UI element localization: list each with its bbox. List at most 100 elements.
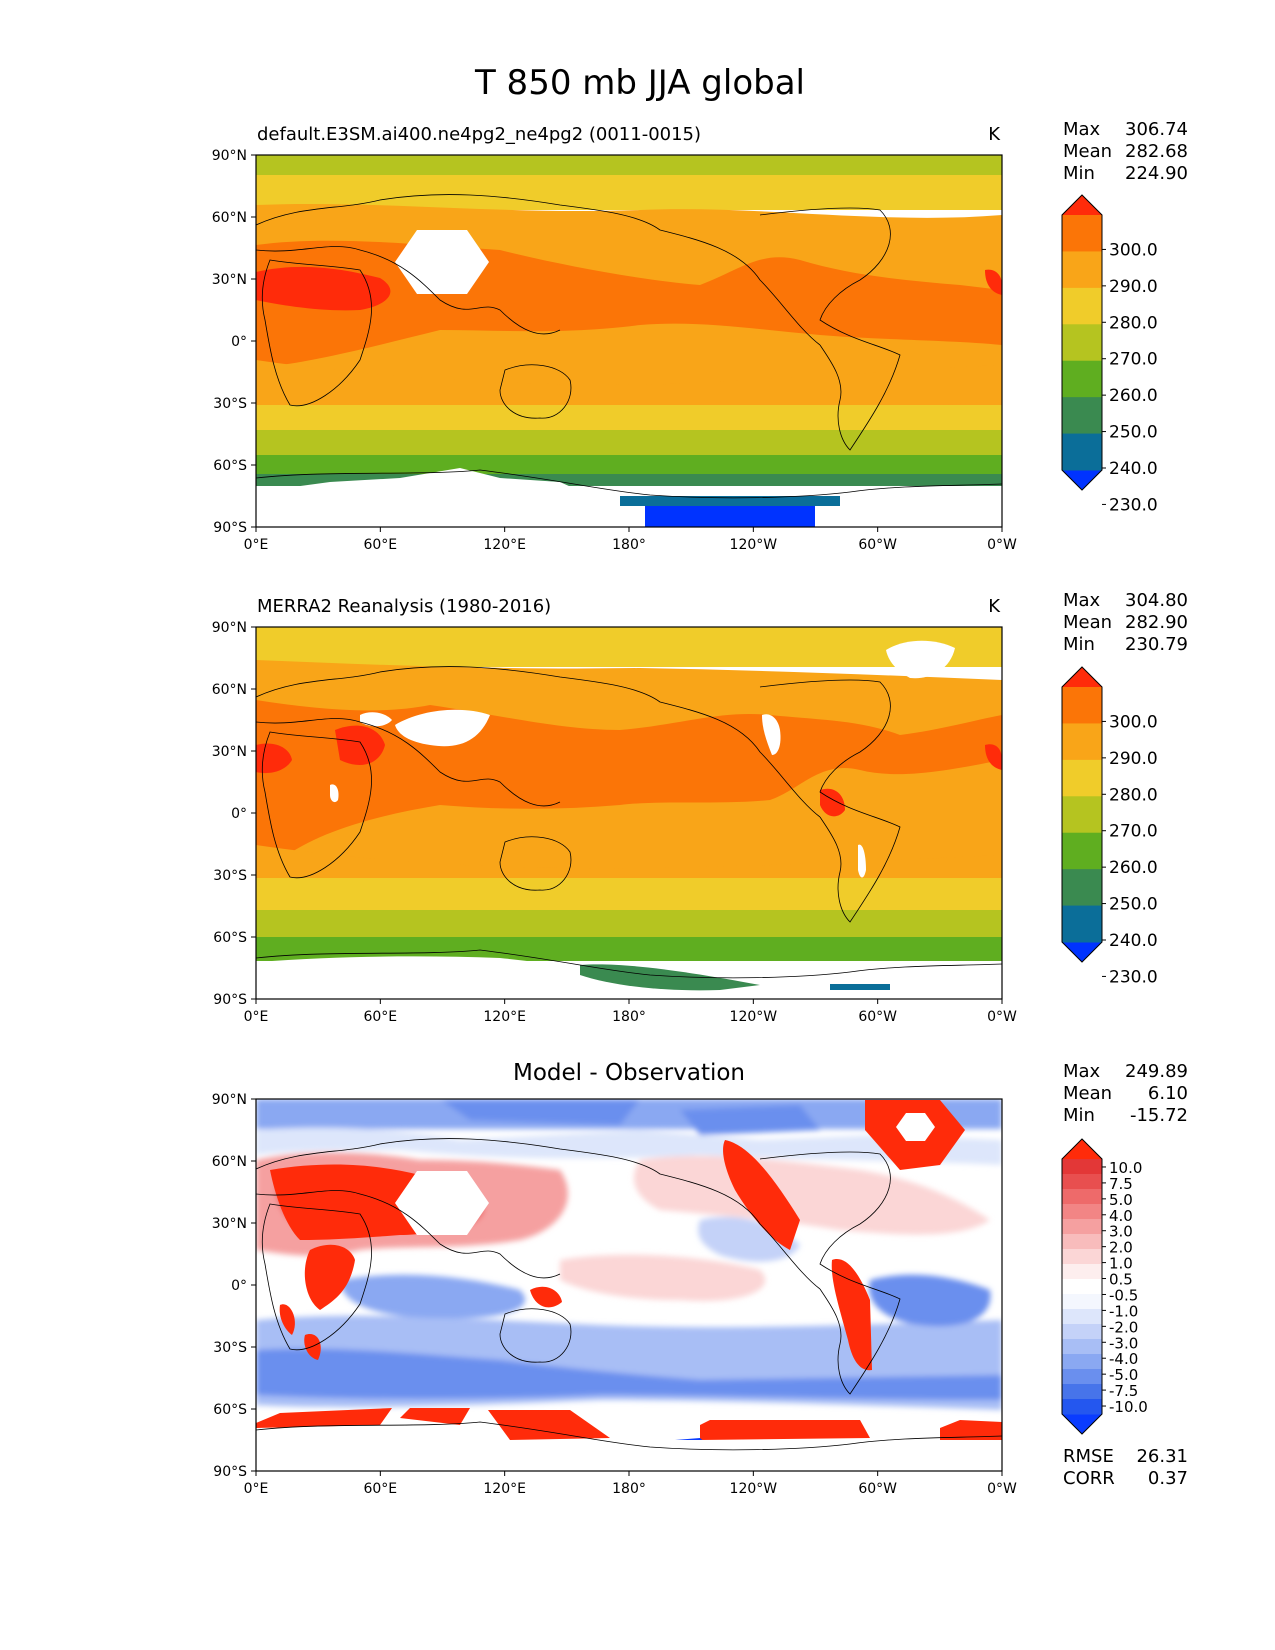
hot-core-atlantic	[985, 269, 1002, 295]
stat-max-value: 249.89	[1125, 1061, 1188, 1082]
x-tick-label: 120°W	[730, 1481, 778, 1497]
missing-tibet	[395, 230, 489, 294]
stat-min-label: Min	[1063, 163, 1095, 184]
colorbar-label: 1.0	[1109, 1255, 1133, 1273]
x-tick-label: 120°W	[730, 537, 778, 553]
colorbar-label: 240.0	[1109, 931, 1158, 951]
coast-antarctica	[256, 1421, 1002, 1451]
colorbar-outline	[1061, 194, 1103, 491]
stat-max-value: 306.74	[1125, 119, 1188, 140]
colorbar-segment	[1062, 1294, 1102, 1310]
x-tick-label: 60°E	[363, 537, 397, 553]
hot-core-africa	[256, 743, 292, 774]
panel-model-stats: Max 306.74 Mean 282.68 Min 224.90	[1063, 119, 1188, 184]
coast-europe-asia	[256, 194, 821, 346]
coast-australia	[499, 836, 572, 891]
colorbar-segment	[1062, 287, 1102, 325]
y-tick-label: 90°N	[212, 620, 247, 636]
stat-mean-label: Mean	[1063, 141, 1112, 162]
stat-mean-value: 282.68	[1125, 141, 1188, 162]
colorbar-segment	[1062, 1204, 1102, 1220]
colorbar-extend-min	[1062, 942, 1102, 962]
arctic-cold-patches	[440, 1099, 820, 1135]
africa-hot	[304, 1244, 355, 1310]
colorbar-segment	[1062, 1384, 1102, 1400]
y-tick-label: 30°N	[212, 272, 247, 288]
panel-obs-ticks: 0°E 60°E 120°E 180° 120°W 60°W 0°W 90°N 60°N 30°N…	[212, 620, 1017, 1025]
colorbar-label: 7.5	[1109, 1175, 1133, 1193]
cold-ross-ice	[580, 964, 760, 991]
coast-antarctica	[256, 469, 1002, 499]
panel-model-title: default.E3SM.ai400.ne4pg2_ne4pg2 (0011-0…	[257, 124, 701, 145]
x-tick-label: 0°W	[987, 1481, 1017, 1497]
colorbar-label: -7.5	[1109, 1382, 1138, 1400]
panel-observation: MERRA2 Reanalysis (1980-2016) K	[212, 590, 1188, 1025]
panel-diff-title: Model - Observation	[513, 1060, 745, 1086]
colorbar-segment	[1062, 1354, 1102, 1370]
coast-africa	[261, 731, 372, 879]
cold-ross-deep	[830, 984, 890, 990]
colorbar-label: 260.0	[1109, 858, 1158, 878]
colorbar-segment	[1062, 251, 1102, 289]
colorbar-label: 280.0	[1109, 785, 1158, 805]
diff-red-sat	[256, 1100, 1002, 1455]
colorbar-segment	[1062, 832, 1102, 870]
cold-sector-ross	[645, 505, 815, 527]
colorbar-segment	[1062, 1174, 1102, 1190]
colorbar-segment	[1062, 1369, 1102, 1385]
coast-europe-asia	[256, 1138, 821, 1290]
colorbar-label: 270.0	[1109, 822, 1158, 842]
panel-model: default.E3SM.ai400.ne4pg2_ne4pg2 (0011-0…	[212, 119, 1188, 553]
coast-europe-asia	[256, 666, 821, 818]
colorbar-segment	[1062, 869, 1102, 907]
colorbar-label: 240.0	[1109, 459, 1158, 479]
colorbar-segment	[1062, 905, 1102, 943]
band-45s-55s	[256, 430, 1002, 458]
colorbar-segment	[1062, 1159, 1102, 1175]
stat-min-label: Min	[1063, 1105, 1095, 1126]
stat-mean-value: 282.90	[1125, 612, 1188, 633]
n-america-warm	[634, 1155, 990, 1235]
x-tick-label: 60°E	[363, 1009, 397, 1025]
colorbar-segment	[1062, 324, 1102, 362]
colorbar-segment	[1062, 433, 1102, 471]
band-80n-65n	[256, 175, 1002, 210]
panel-diff-ticks: 0°E 60°E 120°E 180° 120°W 60°W 0°W 90°N 60°N 30°N…	[212, 1092, 1017, 1497]
x-tick-label: 120°E	[483, 1009, 526, 1025]
panel-model-colorbar: 300.0 290.0 280.0 270.0 260.0 250.0 240.0 230.0	[1061, 194, 1158, 515]
colorbar-extend-min	[1062, 1414, 1102, 1434]
band-30s-45s	[256, 405, 1002, 431]
y-tick-label: 60°N	[212, 682, 247, 698]
stat-mean-label: Mean	[1063, 612, 1112, 633]
colorbar-outline	[1061, 666, 1103, 963]
y-tick-label: 0°	[231, 334, 247, 350]
panel-model-coastlines	[256, 194, 1002, 499]
y-tick-label: 30°S	[213, 868, 247, 884]
colorbar-label: 5.0	[1109, 1191, 1133, 1209]
coast-australia	[499, 364, 572, 419]
colorbar-label: 0.5	[1109, 1271, 1133, 1289]
panel-obs-title: MERRA2 Reanalysis (1980-2016)	[257, 596, 551, 617]
colorbar-label: 280.0	[1109, 313, 1158, 333]
x-tick-label: 60°W	[858, 1481, 897, 1497]
indian-ocean-cold	[340, 1274, 526, 1319]
stat-corr-value: 0.37	[1148, 1468, 1188, 1489]
colorbar-label: 300.0	[1109, 240, 1158, 260]
colorbar-label: 2.0	[1109, 1239, 1133, 1257]
panel-obs-units: K	[988, 596, 1001, 617]
y-tick-label: 90°S	[213, 992, 247, 1008]
y-tick-label: 60°S	[213, 458, 247, 474]
stat-max-value: 304.80	[1125, 590, 1188, 611]
x-tick-label: 180°	[612, 537, 646, 553]
colorbar-label: -5.0	[1109, 1366, 1138, 1384]
missing-antarctica	[256, 468, 1002, 527]
colorbar-label: 250.0	[1109, 423, 1158, 443]
y-tick-label: 60°S	[213, 1402, 247, 1418]
colorbar-segment	[1062, 397, 1102, 435]
x-tick-label: 60°W	[858, 1009, 897, 1025]
colorbar-segment	[1062, 723, 1102, 761]
colorbar-label: 270.0	[1109, 350, 1158, 370]
pacific-warm	[560, 1254, 766, 1301]
antarctic-coast-hot-3	[488, 1410, 610, 1440]
